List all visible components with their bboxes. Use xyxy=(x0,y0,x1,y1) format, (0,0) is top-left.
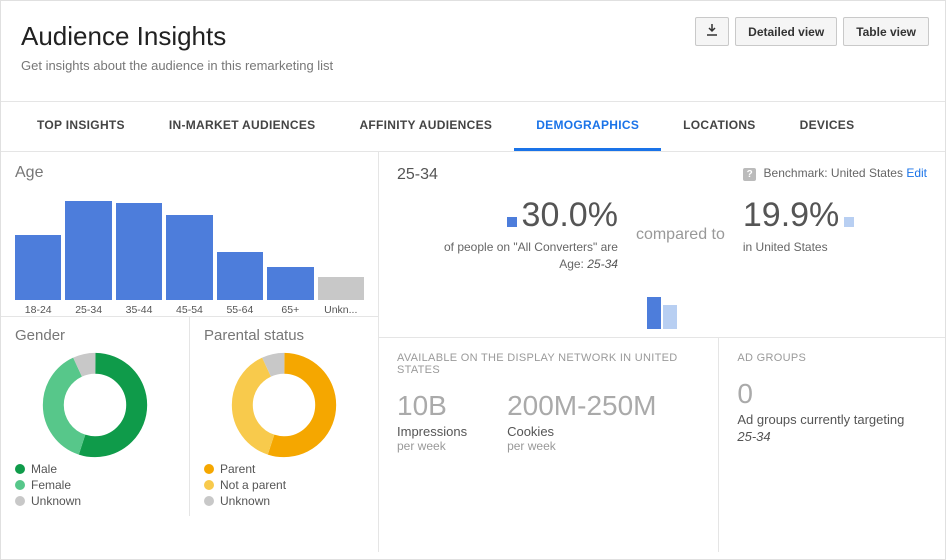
age-bar[interactable]: 55-64 xyxy=(217,252,263,316)
legend-item: Female xyxy=(15,478,175,492)
age-bar[interactable]: 18-24 xyxy=(15,235,61,316)
table-view-button[interactable]: Table view xyxy=(843,17,929,46)
primary-sub-prefix: Age: xyxy=(559,257,584,271)
age-bar[interactable]: 35-44 xyxy=(116,203,162,316)
age-bar[interactable]: 65+ xyxy=(267,267,313,316)
gender-title: Gender xyxy=(15,327,175,344)
cookies-value: 200M-250M xyxy=(507,390,656,422)
gender-donut-chart xyxy=(40,350,150,460)
page-subtitle: Get insights about the audience in this … xyxy=(21,58,925,73)
primary-pct: 30.0% xyxy=(522,196,618,234)
age-bar-label: 55-64 xyxy=(226,304,253,316)
benchmark-pct: 19.9% xyxy=(743,196,839,234)
distribution-bars xyxy=(397,295,927,329)
age-bar-label: Unkn... xyxy=(324,304,357,316)
age-bar[interactable]: 45-54 xyxy=(166,215,212,316)
download-icon xyxy=(706,24,718,36)
benchmark-swatch xyxy=(844,217,854,227)
primary-sub-value: 25-34 xyxy=(587,257,618,271)
legend-item: Male xyxy=(15,462,175,476)
cookies-sub: per week xyxy=(507,439,656,453)
tab-devices[interactable]: DEVICES xyxy=(778,102,877,151)
tab-affinity-audiences[interactable]: AFFINITY AUDIENCES xyxy=(337,102,514,151)
cookies-label: Cookies xyxy=(507,424,656,439)
tab-in-market-audiences[interactable]: IN-MARKET AUDIENCES xyxy=(147,102,338,151)
tab-locations[interactable]: LOCATIONS xyxy=(661,102,777,151)
gender-legend: Male Female Unknown xyxy=(15,462,175,508)
detailed-view-button[interactable]: Detailed view xyxy=(735,17,837,46)
parental-legend: Parent Not a parent Unknown xyxy=(204,462,364,508)
legend-item: Parent xyxy=(204,462,364,476)
adgroups-value: 0 xyxy=(737,378,927,410)
age-bar-chart: 18-24 25-34 35-44 45-54 55-64 65+ Unkn... xyxy=(1,186,378,316)
help-icon[interactable]: ? xyxy=(743,168,756,181)
tabs: TOP INSIGHTSIN-MARKET AUDIENCESAFFINITY … xyxy=(1,101,945,152)
distribution-bar-primary xyxy=(647,297,661,329)
age-bar[interactable]: 25-34 xyxy=(65,201,111,316)
impressions-sub: per week xyxy=(397,439,467,453)
age-bar-label: 25-34 xyxy=(75,304,102,316)
impressions-label: Impressions xyxy=(397,424,467,439)
adgroups-label: Ad groups currently targeting xyxy=(737,412,927,427)
benchmark-edit-link[interactable]: Edit xyxy=(906,166,927,180)
legend-item: Unknown xyxy=(204,494,364,508)
primary-sub-line1: of people on "All Converters" are xyxy=(444,240,618,254)
benchmark-label: Benchmark: xyxy=(764,166,828,180)
age-bar-label: 35-44 xyxy=(126,304,153,316)
tab-top-insights[interactable]: TOP INSIGHTS xyxy=(15,102,147,151)
parental-donut-chart xyxy=(229,350,339,460)
benchmark: ? Benchmark: United States Edit xyxy=(743,166,927,181)
impressions-value: 10B xyxy=(397,390,467,422)
adgroups-target: 25-34 xyxy=(737,429,770,444)
adgroups-heading: AD GROUPS xyxy=(737,352,927,364)
download-button[interactable] xyxy=(695,17,729,46)
age-bar-label: 18-24 xyxy=(25,304,52,316)
tab-demographics[interactable]: DEMOGRAPHICS xyxy=(514,102,661,151)
distribution-bar-benchmark xyxy=(663,305,677,329)
legend-item: Not a parent xyxy=(204,478,364,492)
compared-to-label: compared to xyxy=(636,224,725,244)
benchmark-value: United States xyxy=(831,166,903,180)
parental-title: Parental status xyxy=(204,327,364,344)
primary-swatch xyxy=(507,217,517,227)
age-bar[interactable]: Unkn... xyxy=(318,277,364,316)
network-heading: AVAILABLE ON THE DISPLAY NETWORK IN UNIT… xyxy=(397,352,700,376)
age-bar-label: 45-54 xyxy=(176,304,203,316)
age-bar-label: 65+ xyxy=(281,304,299,316)
age-title: Age xyxy=(1,152,378,186)
legend-item: Unknown xyxy=(15,494,175,508)
benchmark-sub: in United States xyxy=(743,239,927,256)
